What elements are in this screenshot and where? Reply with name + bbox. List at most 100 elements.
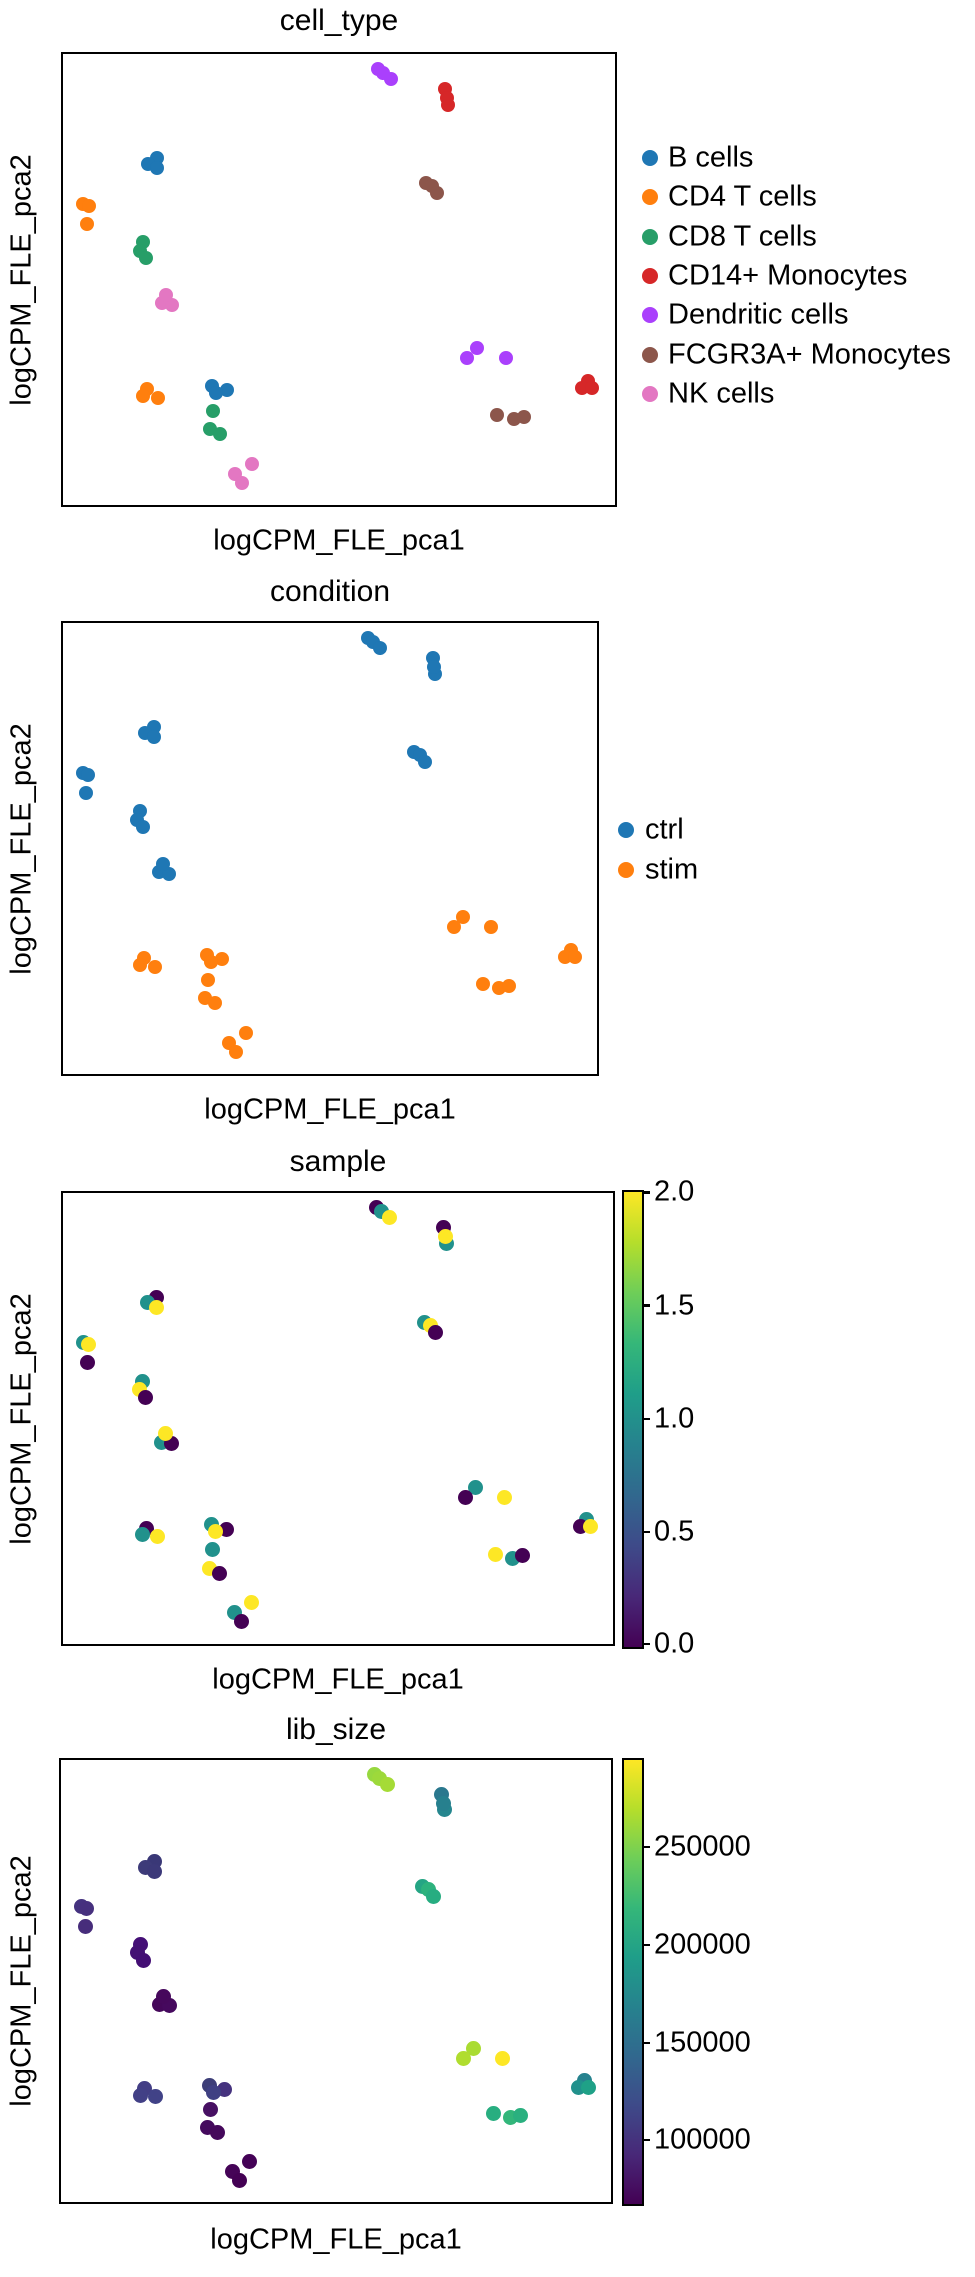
colorbar-tick <box>642 2041 650 2045</box>
scatter-point <box>428 1324 443 1340</box>
scatter-point <box>457 1489 473 1505</box>
scatter-point <box>417 755 432 770</box>
scatter-point <box>455 2050 471 2066</box>
scatter-point <box>133 957 148 972</box>
scatter-point <box>208 1524 224 1540</box>
plot-area-condition <box>61 621 599 1076</box>
scatter-point <box>80 767 95 782</box>
scatter-point <box>244 1595 260 1611</box>
legend-marker-icon <box>642 229 658 245</box>
scatter-point <box>147 730 162 745</box>
scatter-point <box>165 297 180 312</box>
legend-marker-icon <box>618 862 634 878</box>
scatter-point <box>235 475 250 490</box>
scatter-point <box>135 388 150 403</box>
colorbar-tick <box>642 1943 650 1947</box>
scatter-point <box>383 71 398 86</box>
colorbar-tick-label: 150000 <box>654 2026 751 2059</box>
scatter-point <box>132 2087 148 2103</box>
legend-marker-icon <box>642 307 658 323</box>
scatter-point <box>498 351 513 366</box>
legend-label: CD4 T cells <box>668 180 817 213</box>
x-axis-label-cell_type: logCPM_FLE_pca1 <box>213 524 465 557</box>
scatter-point <box>205 403 220 418</box>
colorbar-tick-label: 100000 <box>654 2123 751 2156</box>
y-axis-label-lib_size: logCPM_FLE_pca2 <box>5 1855 38 2107</box>
colorbar-lib_size <box>622 1758 644 2206</box>
panel-title-lib_size: lib_size <box>285 1713 387 1746</box>
colorbar-tick-label: 1.5 <box>654 1289 695 1322</box>
scatter-point <box>489 408 504 423</box>
scatter-point <box>209 2125 225 2141</box>
scatter-point <box>245 456 260 471</box>
scatter-point <box>494 2050 510 2066</box>
x-axis-label-condition: logCPM_FLE_pca1 <box>204 1093 456 1126</box>
legend-label: FCGR3A+ Monocytes <box>668 338 951 371</box>
colorbar-sample <box>622 1190 644 1649</box>
scatter-point <box>485 2106 501 2122</box>
colorbar-tick <box>642 1191 650 1194</box>
plot-area-sample <box>61 1191 615 1646</box>
scatter-point <box>79 1355 95 1371</box>
legend-marker-icon <box>642 347 658 363</box>
scatter-point <box>437 1229 453 1245</box>
scatter-point <box>134 1527 150 1543</box>
scatter-point <box>446 920 461 935</box>
legend-label: CD8 T cells <box>668 220 817 253</box>
colorbar-tick-label: 0.0 <box>654 1627 695 1660</box>
scatter-point <box>207 996 222 1011</box>
colorbar-tick <box>642 1530 650 1534</box>
scatter-point <box>159 287 174 302</box>
scatter-point <box>147 1864 163 1880</box>
legend-marker-icon <box>642 386 658 402</box>
legend-label: CD14+ Monocytes <box>668 259 908 292</box>
scatter-point <box>147 2089 163 2105</box>
scatter-point <box>484 920 499 935</box>
x-axis-label-sample: logCPM_FLE_pca1 <box>212 1663 464 1696</box>
scatter-point <box>487 1546 503 1562</box>
scatter-point <box>81 198 96 213</box>
legend-label: stim <box>645 853 699 886</box>
scatter-point <box>206 2084 222 2100</box>
scatter-point <box>200 972 215 987</box>
scatter-point <box>202 2102 218 2118</box>
legend-marker-icon <box>642 189 658 205</box>
scatter-point <box>204 1542 220 1558</box>
scatter-point <box>514 1548 530 1564</box>
scatter-point <box>584 380 599 395</box>
scatter-point <box>79 785 94 800</box>
colorbar-tick-label: 1.0 <box>654 1402 695 1435</box>
scatter-point <box>136 820 151 835</box>
legend-label: ctrl <box>645 813 684 846</box>
scatter-point <box>158 1426 174 1442</box>
scatter-point <box>373 640 388 655</box>
scatter-point <box>380 1776 396 1792</box>
scatter-point <box>465 2040 481 2056</box>
scatter-point <box>139 251 154 266</box>
scatter-point <box>429 186 444 201</box>
scatter-point <box>214 952 229 967</box>
scatter-point <box>242 2154 258 2170</box>
scatter-point <box>138 1389 154 1405</box>
scatter-point <box>439 90 454 105</box>
panel-title-condition: condition <box>269 575 391 608</box>
legend-label: B cells <box>668 141 754 174</box>
legend-marker-icon <box>618 822 634 838</box>
scatter-point <box>156 1988 172 2004</box>
scatter-point <box>149 1529 165 1545</box>
colorbar-tick-label: 0.5 <box>654 1515 695 1548</box>
colorbar-tick <box>642 1845 650 1849</box>
scatter-point <box>467 1479 483 1495</box>
y-axis-label-cell_type: logCPM_FLE_pca2 <box>5 153 38 406</box>
scatter-point <box>79 1901 95 1917</box>
scatter-point <box>232 2172 248 2188</box>
scatter-point <box>150 161 165 176</box>
scatter-point <box>517 409 532 424</box>
scatter-point <box>77 1919 93 1935</box>
scatter-point <box>582 1519 598 1535</box>
scatter-point <box>475 977 490 992</box>
scatter-point <box>211 1565 227 1581</box>
colorbar-tick-label: 250000 <box>654 1830 751 1863</box>
colorbar-tick <box>642 1642 650 1646</box>
